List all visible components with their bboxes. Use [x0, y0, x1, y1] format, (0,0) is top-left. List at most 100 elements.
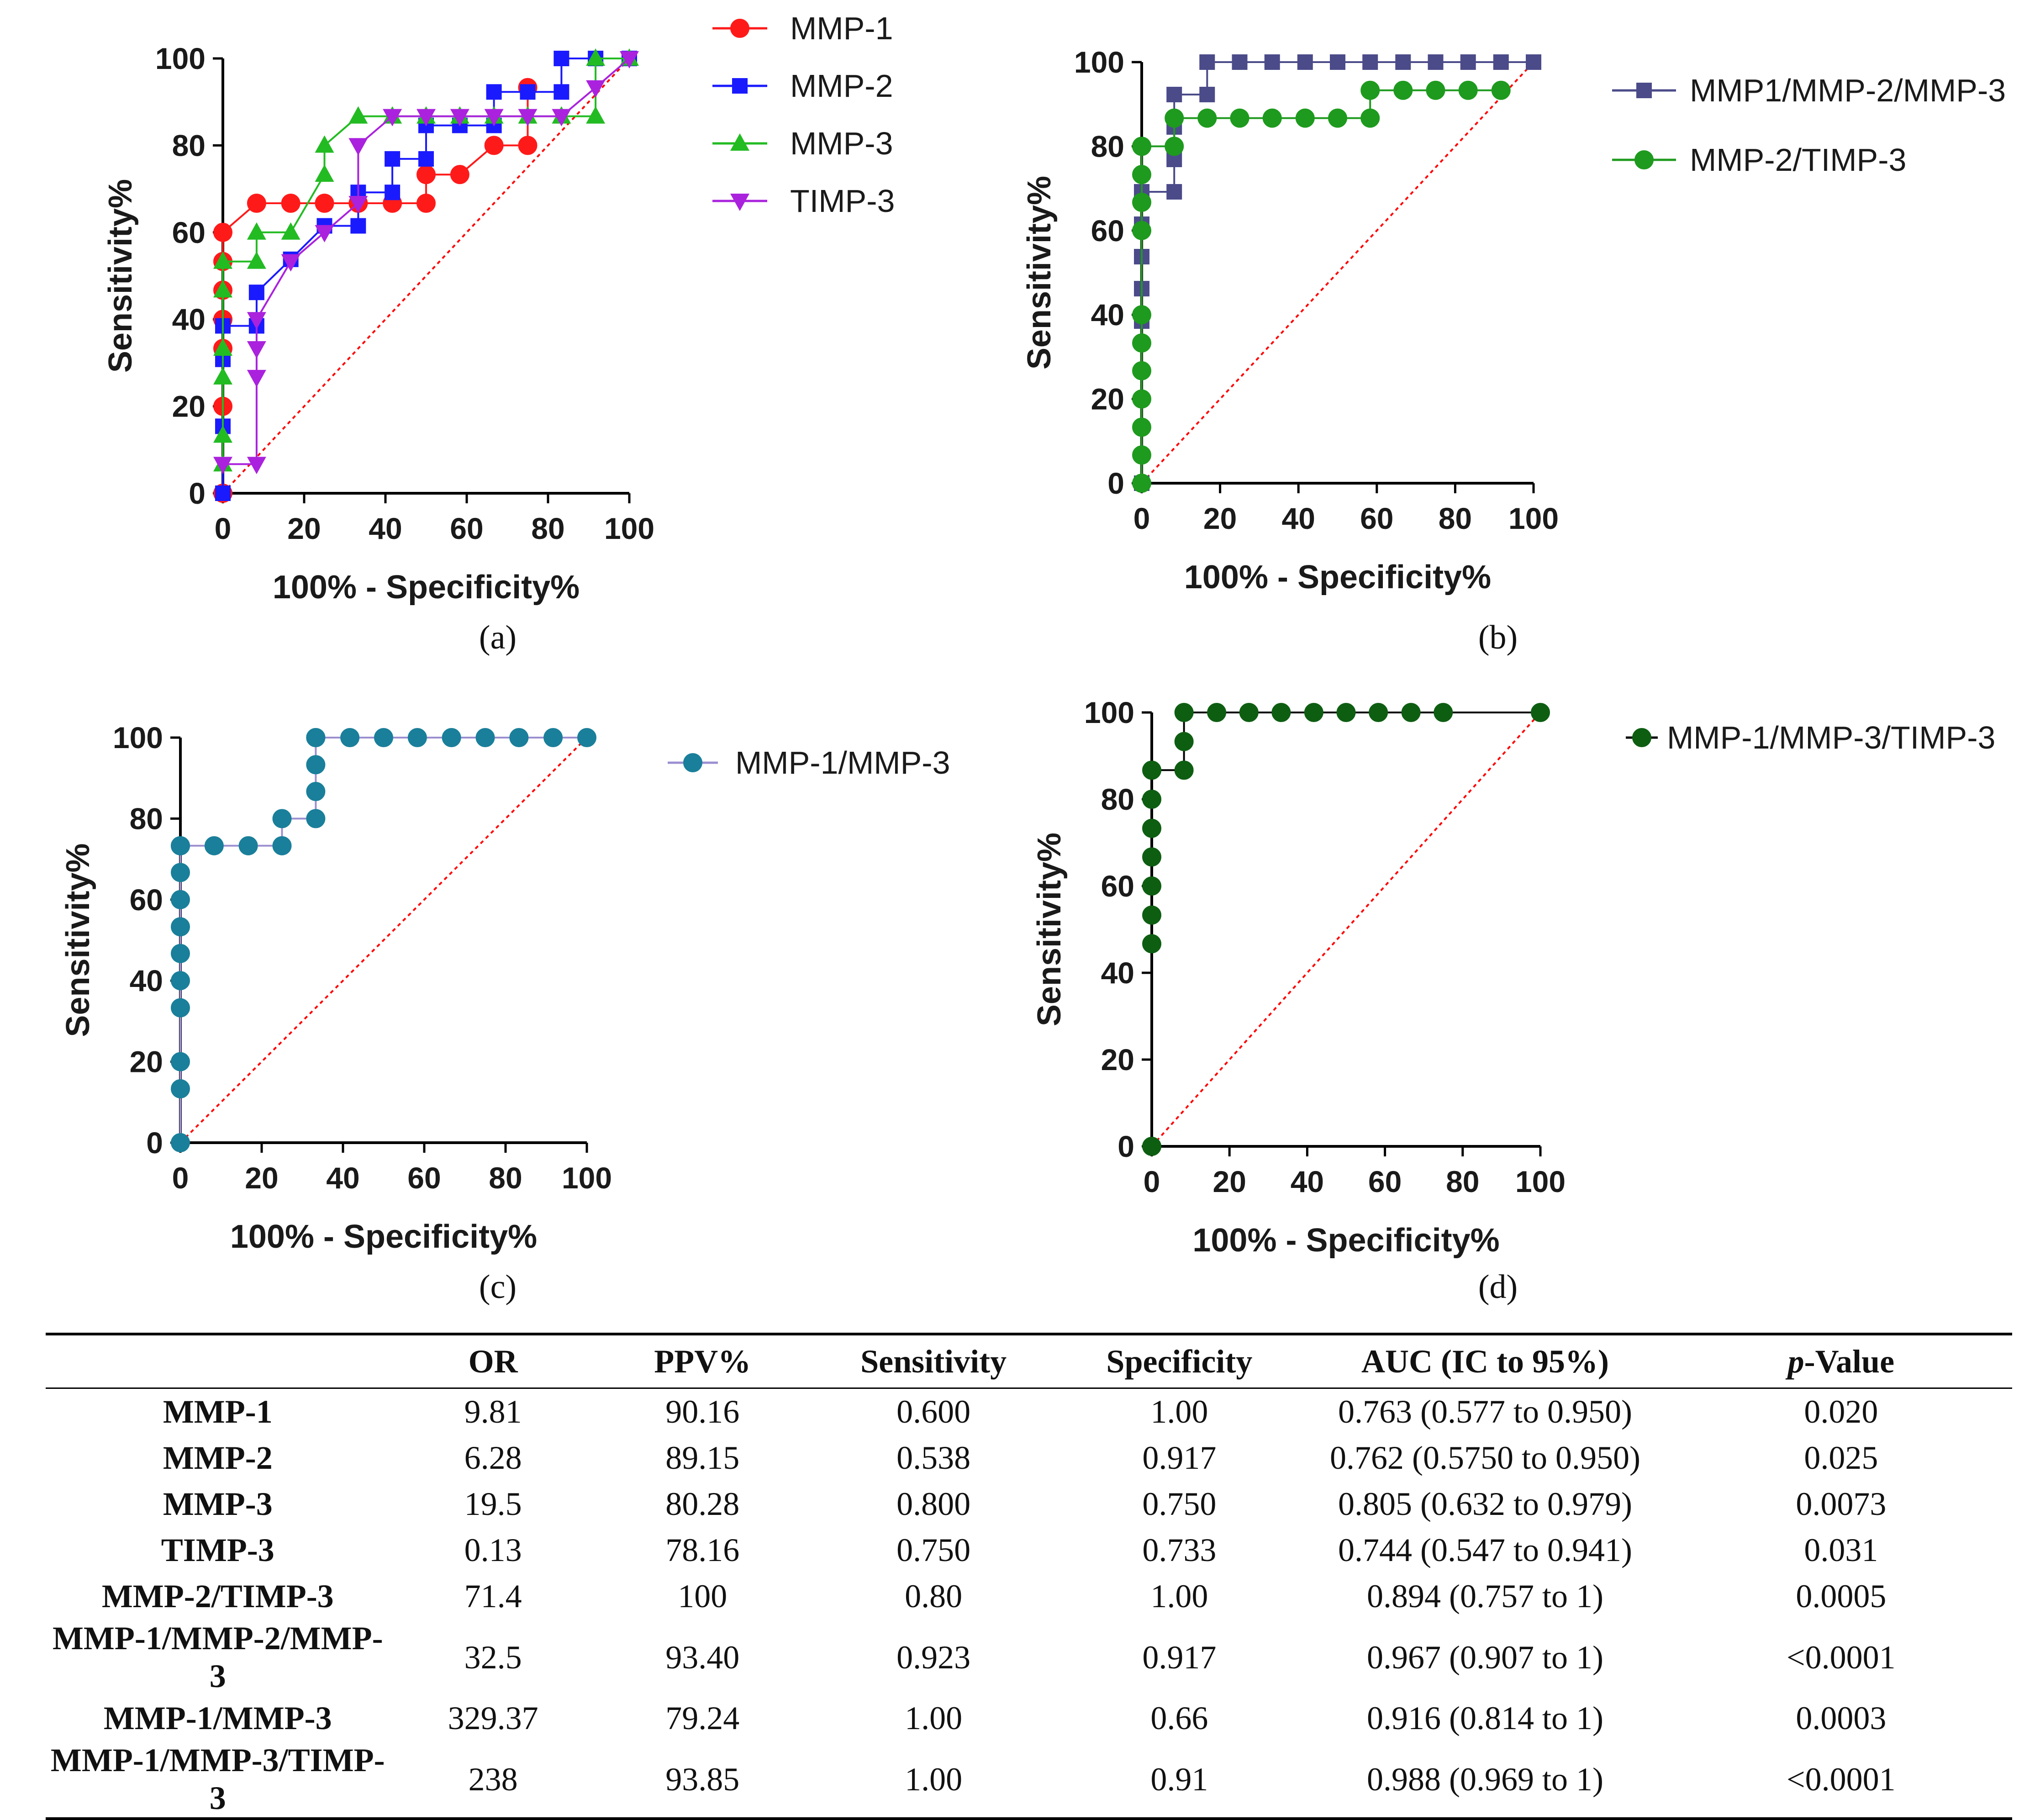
- row-name: TIMP-3: [161, 1532, 274, 1568]
- data-point: [484, 109, 504, 127]
- data-point: [247, 369, 266, 387]
- data-point: [248, 285, 264, 301]
- row-name: MMP-3: [163, 1486, 273, 1522]
- data-point: [315, 225, 334, 243]
- data-point: [484, 136, 504, 155]
- y-axis-title: Sensitivity%: [60, 843, 96, 1037]
- data-point: [213, 338, 232, 356]
- data-point: [306, 755, 326, 775]
- series-MMP-1/MMP-3/TIMP-3: [1142, 703, 1550, 1156]
- x-tick-label: 40: [369, 512, 402, 545]
- legend-label: MMP-1/MMP-3: [735, 745, 950, 781]
- header-or: OR: [468, 1343, 518, 1380]
- data-point: [416, 109, 436, 127]
- x-tick-label: 20: [245, 1161, 278, 1195]
- data-point: [247, 312, 266, 330]
- x-tick-label: 20: [1212, 1165, 1246, 1198]
- cell-ppv: 80.28: [665, 1486, 740, 1522]
- row-name: MMP-1/MMP-3: [103, 1700, 332, 1736]
- y-tick-label: 40: [1101, 956, 1134, 990]
- data-point: [1434, 703, 1453, 722]
- cell-sensitivity: 0.750: [896, 1532, 971, 1568]
- data-point: [306, 781, 326, 801]
- x-tick-label: 20: [287, 512, 321, 545]
- panel-label: (a): [479, 619, 517, 656]
- legend-marker: [732, 78, 748, 94]
- legend-label: TIMP-3: [790, 183, 895, 219]
- data-point: [383, 109, 402, 127]
- data-point: [518, 109, 538, 127]
- data-point: [1262, 108, 1282, 128]
- data-point: [204, 836, 224, 855]
- data-point: [1165, 108, 1184, 128]
- data-point: [171, 1133, 190, 1152]
- x-tick-label: 60: [407, 1161, 441, 1195]
- series-line: [222, 87, 529, 493]
- data-point: [1132, 221, 1151, 240]
- data-point: [1142, 818, 1161, 838]
- x-tick-label: 60: [1368, 1165, 1402, 1198]
- data-point: [1142, 905, 1161, 925]
- cell-sensitivity: 0.80: [905, 1578, 963, 1614]
- data-point: [577, 728, 596, 747]
- data-point: [416, 194, 436, 213]
- data-point: [247, 341, 266, 359]
- table-row: MMP-3 19.5 80.28 0.800 0.750 0.805 (0.63…: [46, 1481, 2012, 1527]
- data-point: [1142, 847, 1161, 867]
- cell-pvalue: 0.0003: [1796, 1700, 1887, 1736]
- legend-label: MMP-2/TIMP-3: [1690, 142, 1906, 178]
- legend-marker: [730, 194, 749, 211]
- data-point: [1132, 333, 1151, 353]
- series-line: [1151, 712, 1540, 1146]
- data-point: [1230, 108, 1249, 128]
- cell-auc: 0.967 (0.907 to 1): [1366, 1639, 1603, 1676]
- table-row: MMP-2/TIMP-3 71.4 100 0.80 1.00 0.894 (0…: [46, 1573, 2012, 1620]
- cell-sensitivity: 0.600: [896, 1393, 971, 1430]
- cell-auc: 0.916 (0.814 to 1): [1366, 1700, 1603, 1736]
- x-axis-title: 100% - Specificity%: [1184, 559, 1491, 596]
- data-point: [385, 151, 401, 167]
- data-point: [1132, 389, 1151, 409]
- roc-panel-c: 0 20 40 60 80 100 0 20 40 60 80 100 100% - Specifici…: [60, 721, 950, 1306]
- x-tick-label: 40: [1291, 1165, 1324, 1198]
- series-TIMP-3: [213, 51, 639, 475]
- data-point: [1271, 703, 1291, 722]
- data-point: [213, 222, 232, 242]
- roc-panel-b: 0 20 40 60 80 100 0 20 40 60 80 100 100% - Specifici…: [1021, 45, 2006, 656]
- cell-auc: 0.744 (0.547 to 0.941): [1338, 1532, 1632, 1568]
- cell-or: 0.13: [464, 1532, 522, 1568]
- y-tick-label: 100: [1074, 45, 1124, 79]
- data-point: [1239, 703, 1259, 722]
- data-point: [1165, 137, 1184, 156]
- cell-sensitivity: 1.00: [905, 1761, 963, 1798]
- data-point: [306, 728, 326, 747]
- statistics-table: OR PPV% Sensitivity Specificity AUC (IC …: [46, 1333, 2012, 1820]
- statistics-table-container: OR PPV% Sensitivity Specificity AUC (IC …: [46, 1333, 2012, 1820]
- y-tick-label: 0: [189, 476, 206, 510]
- data-point: [171, 863, 190, 882]
- cell-or: 6.28: [464, 1440, 522, 1476]
- cell-specificity: 1.00: [1150, 1393, 1208, 1430]
- x-tick-label: 0: [172, 1161, 189, 1195]
- legend-marker: [1632, 728, 1651, 747]
- header-pvalue-italic: p: [1787, 1343, 1804, 1380]
- row-name: MMP-1/MMP-2/MMP-3: [52, 1620, 383, 1694]
- cell-sensitivity: 0.800: [896, 1486, 971, 1522]
- y-tick-label: 0: [1107, 466, 1124, 500]
- cell-ppv: 93.85: [665, 1761, 740, 1798]
- y-tick-label: 80: [172, 128, 206, 162]
- data-point: [520, 84, 536, 100]
- row-name: MMP-2: [163, 1440, 273, 1476]
- data-point: [486, 84, 502, 100]
- cell-pvalue: 0.0005: [1796, 1578, 1887, 1614]
- data-point: [306, 809, 326, 828]
- data-point: [1132, 165, 1151, 185]
- data-point: [586, 48, 606, 66]
- cell-or: 32.5: [464, 1639, 522, 1676]
- y-tick-label: 20: [1091, 382, 1124, 416]
- data-point: [215, 485, 231, 501]
- reference-diagonal-line: [179, 737, 588, 1144]
- data-point: [1295, 108, 1315, 128]
- data-point: [407, 728, 427, 747]
- roc-figure: 0 20 40 60 80 100 0 20 40 60 80 100 100% - Specifici…: [60, 11, 2006, 1306]
